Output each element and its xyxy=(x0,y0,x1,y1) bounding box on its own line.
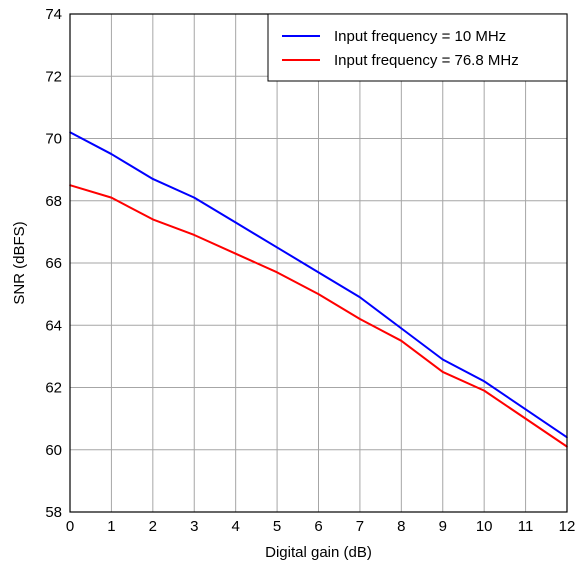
x-tick-label-4: 4 xyxy=(231,518,239,535)
series-0-point-1 xyxy=(110,153,113,155)
x-tick-label-11: 11 xyxy=(518,518,534,535)
series-1-point-7 xyxy=(359,318,361,320)
y-tick-label-72: 72 xyxy=(45,68,62,85)
series-0-point-7 xyxy=(359,296,361,299)
x-tick-label-7: 7 xyxy=(356,518,364,535)
series-0-point-9 xyxy=(441,358,444,361)
x-tick-label-1: 1 xyxy=(107,518,115,535)
x-tick-label-6: 6 xyxy=(314,518,322,535)
series-lines xyxy=(69,131,568,448)
x-tick-label-0: 0 xyxy=(66,518,74,535)
y-tick-label-74: 74 xyxy=(45,6,62,23)
series-0-point-3 xyxy=(193,196,196,199)
x-tick-label-10: 10 xyxy=(476,518,493,535)
legend-label-76-8mhz: Input frequency = 76.8 MHz xyxy=(334,52,519,69)
legend: Input frequency = 10 MHz Input frequency… xyxy=(267,13,568,82)
series-0-point-11 xyxy=(524,408,527,411)
y-tick-label-68: 68 xyxy=(45,193,62,210)
series-1-point-5 xyxy=(276,271,278,274)
series-0-point-8 xyxy=(400,327,403,330)
series-1-point-4 xyxy=(234,252,237,255)
series-1-point-10 xyxy=(483,389,485,392)
series-0-point-4 xyxy=(234,221,237,224)
series-1-point-1 xyxy=(110,196,113,199)
y-tick-label-66: 66 xyxy=(45,255,62,272)
y-tick-label-70: 70 xyxy=(45,131,62,148)
x-tick-label-5: 5 xyxy=(273,518,281,535)
series-1-point-6 xyxy=(317,293,320,295)
y-tick-label-60: 60 xyxy=(45,442,62,459)
series-1-point-3 xyxy=(193,234,196,236)
y-tick-label-64: 64 xyxy=(45,317,62,334)
y-axis-label: SNR (dBFS) xyxy=(11,221,28,304)
legend-box xyxy=(267,13,568,82)
series-0-point-10 xyxy=(483,380,485,383)
y-tick-label-62: 62 xyxy=(45,380,62,397)
series-0-point-6 xyxy=(317,271,320,274)
series-1-point-9 xyxy=(441,371,444,373)
series-0-point-5 xyxy=(276,246,278,249)
x-tick-label-2: 2 xyxy=(149,518,157,535)
x-tick-label-3: 3 xyxy=(190,518,198,535)
grid-lines xyxy=(69,13,568,513)
x-tick-label-9: 9 xyxy=(439,518,447,535)
y-tick-labels: 58 60 62 64 66 68 70 72 74 xyxy=(45,6,62,521)
legend-label-10mhz: Input frequency = 10 MHz xyxy=(334,28,506,45)
x-tick-labels: 0 1 2 3 4 5 6 7 8 9 10 11 12 xyxy=(66,518,576,535)
x-tick-label-12: 12 xyxy=(559,518,576,535)
series-1-point-8 xyxy=(400,340,403,342)
series-1-point-2 xyxy=(152,218,154,221)
x-axis-label: Digital gain (dB) xyxy=(265,544,372,561)
y-tick-label-58: 58 xyxy=(45,504,62,521)
series-1-point-11 xyxy=(524,417,527,420)
x-tick-label-8: 8 xyxy=(397,518,405,535)
series-0-point-2 xyxy=(152,178,154,180)
